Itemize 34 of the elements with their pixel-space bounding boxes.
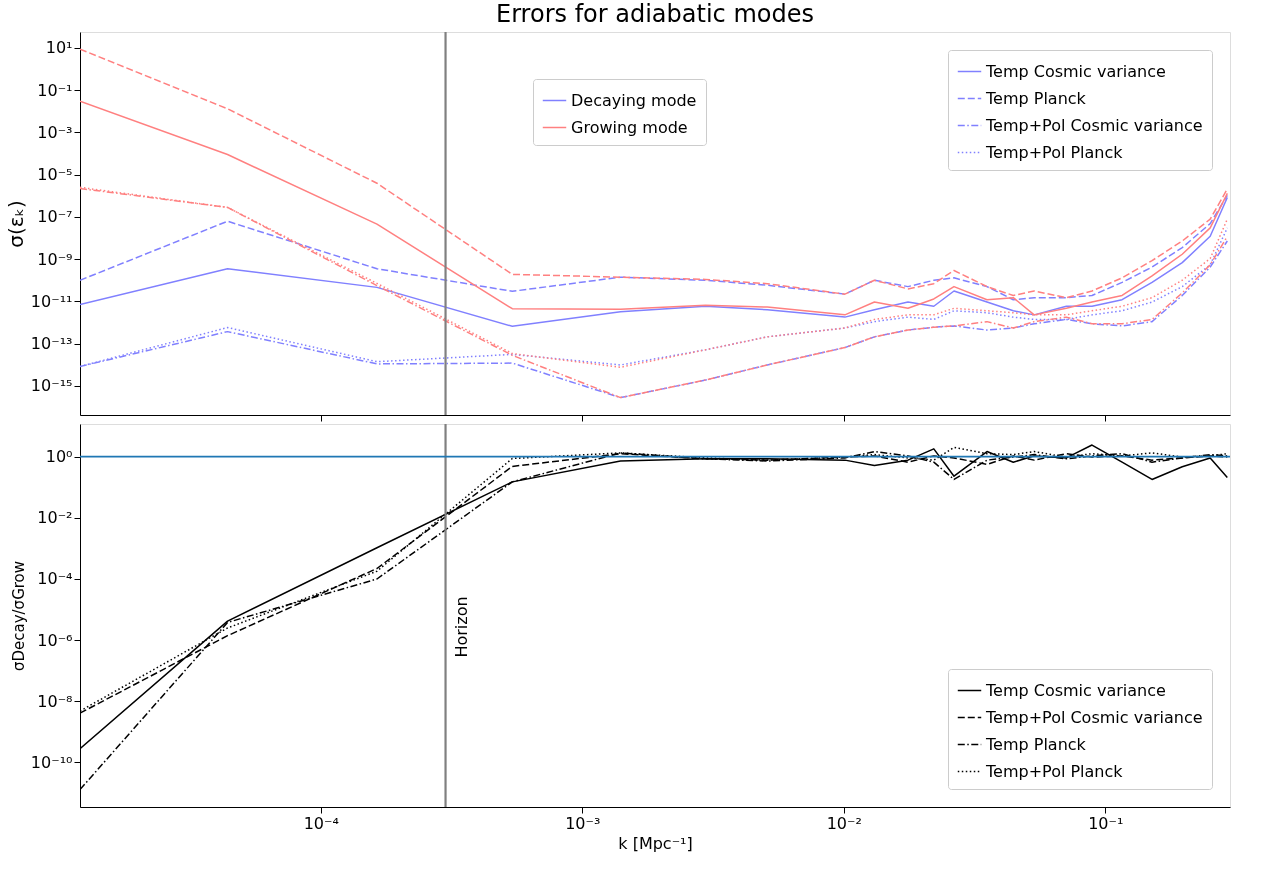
x-tick-label: 10⁻¹ <box>1088 813 1124 833</box>
y-tick-label: 10⁻¹⁰ <box>30 752 73 772</box>
y-axis-title: σ(εₖ) <box>3 200 28 248</box>
legend-label: Temp+Pol Planck <box>985 142 1124 162</box>
y-tick-label: 10¹ <box>45 38 73 58</box>
y-tick-label: 10⁻⁵ <box>37 165 73 185</box>
x-tick-label: 10⁻² <box>826 813 862 833</box>
x-axis-title: k [Mpc⁻¹] <box>618 833 693 853</box>
y-tick-label: 10⁻¹ <box>37 80 73 100</box>
y-tick-label: 10⁻⁶ <box>37 630 73 650</box>
chart-title: Errors for adiabatic modes <box>496 0 814 28</box>
legend-label: Decaying mode <box>571 90 697 110</box>
y-tick-label: 10⁻¹¹ <box>30 291 73 311</box>
y-tick-label: 10⁻⁸ <box>37 691 73 711</box>
y-tick-label: 10⁻¹⁵ <box>30 376 73 396</box>
y-tick-label: 10⁻⁹ <box>37 249 73 269</box>
y-tick-label: 10⁻⁴ <box>37 569 73 589</box>
legend-label: Temp Cosmic variance <box>985 680 1166 700</box>
y-axis-title: σDecay/σGrow <box>9 560 28 672</box>
y-tick-label: 10⁻⁷ <box>37 207 73 227</box>
legend-label: Temp+Pol Cosmic variance <box>985 115 1203 135</box>
x-tick-label: 10⁻³ <box>565 813 601 833</box>
legend-label: Temp Planck <box>985 734 1087 754</box>
y-tick-label: 10⁻¹³ <box>30 334 73 354</box>
legend-label: Temp+Pol Cosmic variance <box>985 707 1203 727</box>
y-tick-label: 10⁻² <box>37 508 73 528</box>
x-tick-label: 10⁻⁴ <box>303 813 339 833</box>
y-tick-label: 10⁻³ <box>37 122 73 142</box>
legend-label: Temp Cosmic variance <box>985 61 1166 81</box>
legend-label: Growing mode <box>571 117 688 137</box>
y-tick-label: 10⁰ <box>45 447 73 467</box>
ref-line-label: Horizon <box>451 596 471 658</box>
legend-label: Temp Planck <box>985 88 1087 108</box>
legend-label: Temp+Pol Planck <box>985 761 1124 781</box>
